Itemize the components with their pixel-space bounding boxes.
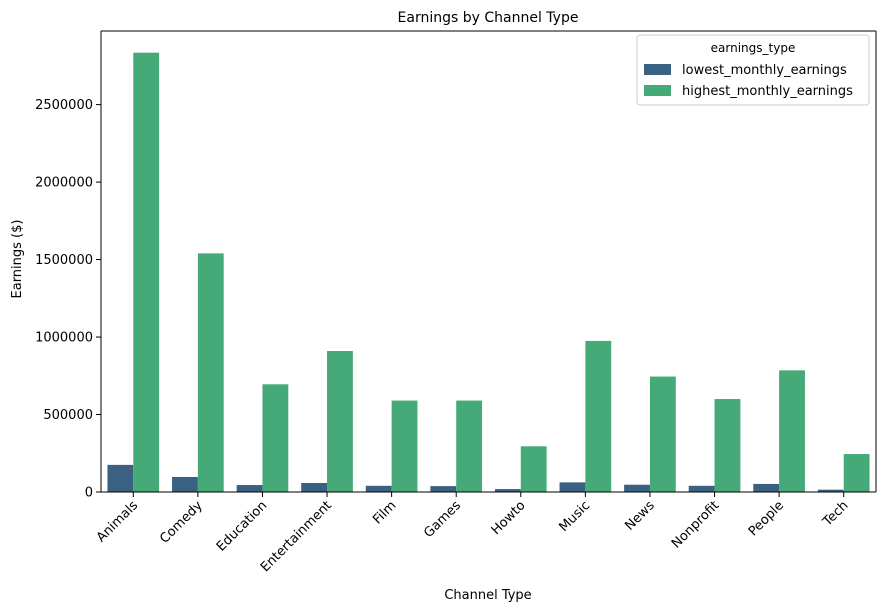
bar-highest-entertainment bbox=[327, 350, 353, 492]
y-tick-label: 1000000 bbox=[35, 331, 93, 346]
bar-lowest-nonprofit bbox=[688, 485, 715, 492]
x-tick-label: People bbox=[746, 498, 787, 539]
bar-highest-news bbox=[649, 376, 676, 492]
bar-lowest-games bbox=[430, 486, 457, 492]
x-tick-label: Music bbox=[556, 498, 593, 535]
bar-lowest-comedy bbox=[172, 476, 198, 492]
y-tick-label: 2000000 bbox=[35, 176, 93, 191]
legend-title: earnings_type bbox=[711, 41, 796, 55]
y-tick-label: 500000 bbox=[43, 408, 93, 423]
chart-title: Earnings by Channel Type bbox=[398, 10, 579, 26]
x-tick-label: Animals bbox=[94, 498, 141, 545]
bar-highest-tech bbox=[843, 454, 870, 492]
bar-highest-comedy bbox=[197, 253, 224, 492]
bar-lowest-howto bbox=[494, 489, 521, 492]
bar-highest-nonprofit bbox=[714, 399, 741, 492]
x-axis-label: Channel Type bbox=[444, 588, 531, 603]
legend-swatch bbox=[644, 85, 671, 96]
x-tick-label: Howto bbox=[489, 498, 529, 538]
y-tick-label: 0 bbox=[85, 486, 93, 501]
bar-highest-education bbox=[262, 384, 289, 492]
legend-label: lowest_monthly_earnings bbox=[682, 63, 847, 78]
x-tick-label: News bbox=[622, 498, 658, 534]
y-tick-label: 2500000 bbox=[35, 98, 93, 113]
bar-lowest-animals bbox=[107, 464, 134, 492]
bar-highest-games bbox=[456, 400, 483, 492]
bar-lowest-education bbox=[236, 485, 263, 492]
bars-group bbox=[107, 52, 870, 492]
legend: earnings_type lowest_monthly_earningshigh… bbox=[636, 34, 870, 106]
legend-frame bbox=[636, 34, 870, 106]
legend-swatch bbox=[644, 64, 671, 75]
x-tick-label: Entertainment bbox=[258, 498, 335, 575]
x-tick-label: Education bbox=[214, 498, 270, 554]
y-tick-label: 1500000 bbox=[35, 253, 93, 268]
x-tick-label: Nonprofit bbox=[669, 498, 722, 551]
bar-highest-film bbox=[391, 400, 418, 492]
x-tick-label: Film bbox=[370, 498, 399, 527]
y-axis-label: Earnings ($) bbox=[10, 220, 25, 299]
bar-lowest-film bbox=[365, 485, 392, 492]
x-tick-label: Tech bbox=[820, 498, 852, 530]
bar-lowest-tech bbox=[817, 489, 844, 492]
bar-highest-music bbox=[585, 340, 612, 492]
bar-highest-people bbox=[779, 370, 805, 492]
bar-highest-animals bbox=[133, 52, 160, 492]
x-tick-label: Comedy bbox=[157, 498, 206, 547]
bar-lowest-people bbox=[753, 483, 780, 492]
bar-highest-howto bbox=[520, 446, 547, 492]
axes-group: 0 500000 1000000 1500000 2000000 2500000 Anima… bbox=[35, 30, 877, 575]
legend-label: highest_monthly_earnings bbox=[682, 84, 853, 99]
bar-lowest-entertainment bbox=[301, 483, 328, 492]
bar-lowest-music bbox=[559, 482, 586, 492]
x-tick-label: Games bbox=[421, 498, 464, 541]
bar-lowest-news bbox=[624, 484, 650, 492]
